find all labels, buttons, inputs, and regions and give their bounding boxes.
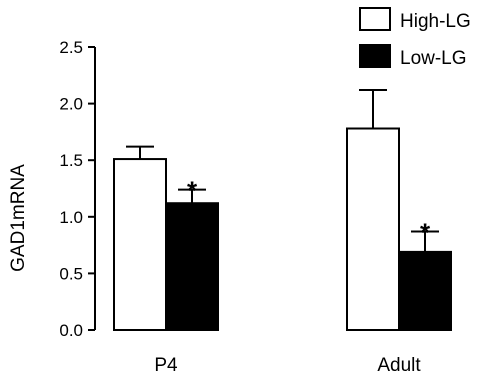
y-tick-label: 2.0 [59,95,83,114]
legend-swatch [359,7,391,31]
bar-low-lg-adult [398,250,452,331]
y-axis-label: GAD1mRNA [8,164,29,272]
bar-high-lg-p4 [113,158,167,331]
x-axis: P4 Adult [154,355,421,376]
significance-mark: * [187,176,198,206]
legend-label: Low-LG [400,48,467,69]
x-tick-label: Adult [377,355,421,376]
legend-label: High-LG [400,11,471,32]
y-tick-label: 1.5 [59,151,83,170]
legend-swatch [359,44,391,68]
y-tick-label: 2.5 [59,38,83,57]
legend: High-LG Low-LG [359,7,471,69]
y-tick-label: 1.0 [59,208,83,227]
y-axis: 0.0 0.5 1.0 1.5 2.0 2.5 [59,38,96,340]
y-tick-label: 0.5 [59,264,83,283]
bars: ** [113,89,452,331]
bar-low-lg-p4 [165,202,219,331]
x-tick-label: P4 [154,355,178,376]
bar-high-lg-adult [346,127,400,331]
significance-mark: * [420,218,431,248]
y-tick-label: 0.0 [59,321,83,340]
